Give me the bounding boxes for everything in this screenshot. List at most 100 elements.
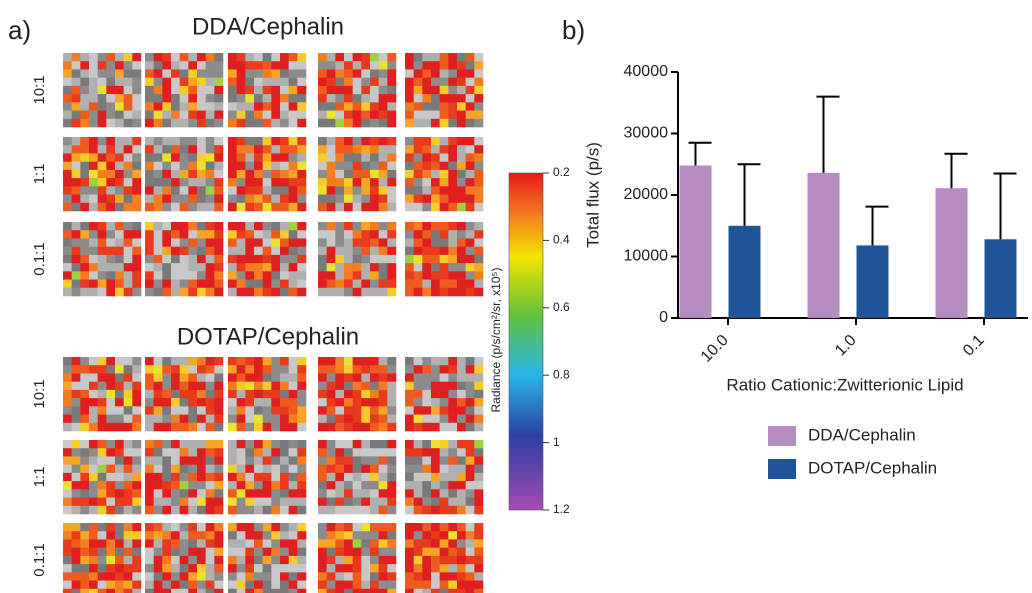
pixel [115,153,124,162]
pixel [262,287,272,297]
pixel [262,539,272,548]
pixel [474,222,484,231]
pixel [188,357,198,366]
pixel [245,414,255,424]
pixel [448,110,458,120]
pixel [413,287,423,297]
pixel [431,194,440,204]
pixel [171,398,180,407]
pixel [106,456,116,465]
pixel [457,398,466,407]
pixel [271,178,281,187]
pixel [431,118,440,128]
pixel [236,381,246,391]
pixel [344,230,353,239]
pixel [271,481,281,490]
pixel [106,102,116,111]
pixel [370,365,379,374]
pixel [318,531,327,540]
pixel [457,448,466,457]
pixel [123,263,133,272]
pixel [236,94,246,103]
pixel [271,365,281,374]
pixel [171,271,180,280]
pixel [71,523,81,532]
pixel [132,523,142,532]
pixel [378,572,388,581]
pixel [97,398,107,407]
pixel [214,580,224,590]
pixel [280,69,289,78]
pixel [448,456,458,465]
pixel [271,263,281,272]
pixel [431,238,440,247]
pixel [378,531,388,540]
pixel [197,406,206,415]
pixel [448,357,458,366]
pixel [344,389,353,399]
pixel [431,580,440,590]
pixel [123,497,133,507]
pixel [271,381,281,391]
pixel [370,153,379,162]
pixel [106,481,116,490]
pixel [280,523,289,532]
pixel [188,271,198,280]
pixel [71,222,81,231]
pixel [188,53,198,62]
pixel [422,497,432,507]
pixel [378,422,388,432]
pixel [205,186,215,195]
pixel [115,254,124,264]
pixel [271,489,281,498]
pixel [361,539,371,548]
pixel [262,588,272,593]
pixel [439,456,449,465]
pixel [80,505,90,515]
pixel [465,448,475,457]
pixel [63,110,72,120]
pixel [352,555,362,565]
pixel [318,246,327,256]
pixel [106,555,116,565]
pixel [132,145,142,154]
pixel [352,186,362,195]
pixel [431,440,440,449]
pixel [254,69,263,78]
pixel [361,373,371,382]
pixel [405,153,414,162]
pixel [145,489,154,498]
pixel [387,440,397,449]
pixel [465,279,475,289]
pixel [297,365,307,374]
pixel [352,178,362,187]
pixel [115,263,124,272]
pixel [236,246,246,256]
pixel [413,102,423,111]
pixel [179,77,189,87]
pixel [297,246,307,256]
pixel [271,406,281,415]
pixel [318,588,327,593]
pixel [97,555,107,565]
pixel [245,238,255,247]
pixel [245,271,255,280]
pixel [254,222,263,231]
pixel [162,357,172,366]
pixel [378,464,388,474]
pixel [245,448,255,457]
pixel [288,398,298,407]
pixel [280,422,289,432]
pixel [115,531,124,540]
pixel [115,464,124,474]
pixel [188,94,198,103]
pixel [297,456,307,465]
pixel [262,153,272,162]
pixel [205,373,215,382]
pixel [197,102,206,111]
pixel [370,186,379,195]
pixel [254,194,263,204]
pixel [457,194,466,204]
pixel [245,381,255,391]
pixel [431,456,440,465]
